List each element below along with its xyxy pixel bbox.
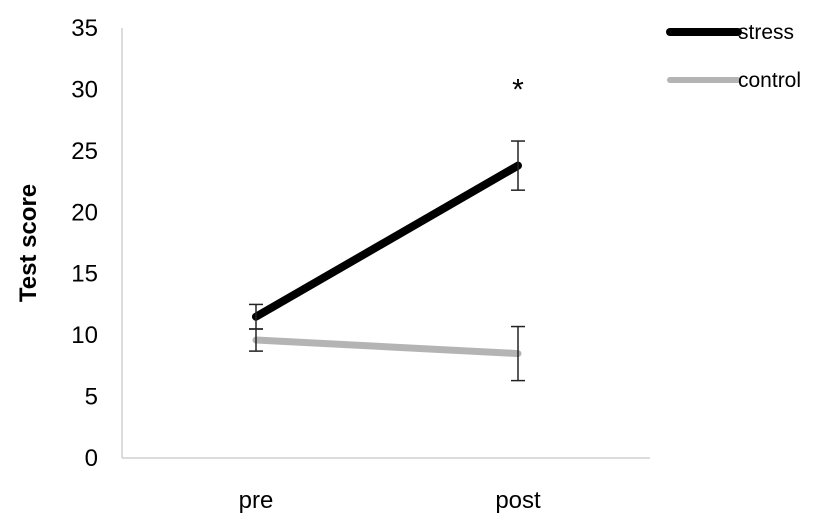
x-tick-label: post [495,487,541,514]
legend-item-stress: stress [666,21,794,44]
y-axis-label: Test score [15,184,42,302]
series-line-control [252,336,522,358]
x-tick-labels: pre post [239,487,541,514]
y-tick-label: 15 [71,261,98,288]
series-line-stress [252,161,522,321]
x-tick-label: pre [239,487,274,514]
y-tick-label: 0 [85,445,98,472]
series-stress [249,140,525,330]
legend-item-control: control [667,69,801,92]
legend: stress control [666,21,801,92]
y-tick-label: 20 [71,199,98,226]
legend-label: stress [738,21,794,44]
y-tick-labels: 0 5 10 15 20 25 30 35 [71,15,98,472]
series-layer [249,140,525,382]
y-tick-label: 35 [71,15,98,42]
legend-label: control [738,69,801,92]
significance-marker: * [512,73,524,106]
y-tick-label: 25 [71,138,98,165]
y-tick-label: 10 [71,322,98,349]
y-tick-label: 5 [85,384,98,411]
y-tick-label: 30 [71,76,98,103]
series-control [249,325,525,382]
annotations: * [512,73,524,106]
